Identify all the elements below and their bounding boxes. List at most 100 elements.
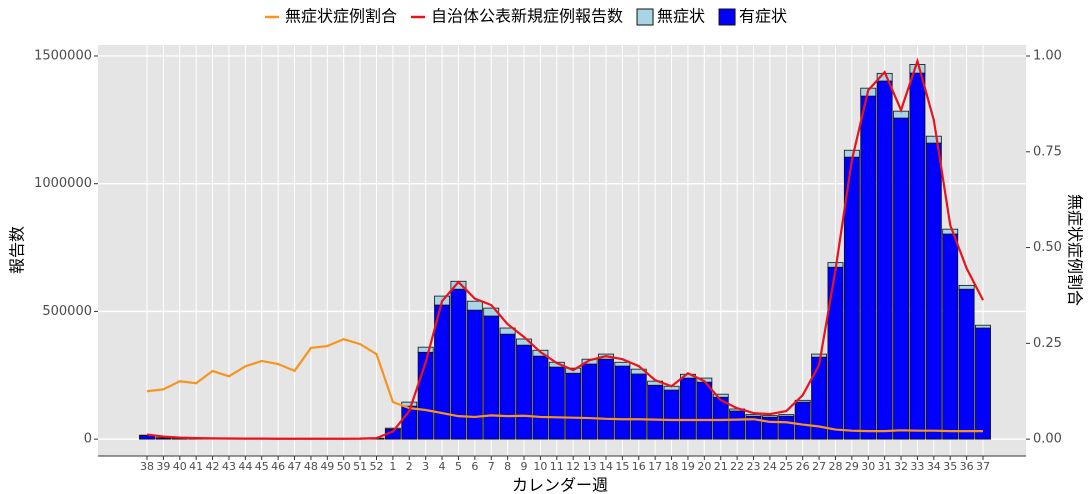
x-tick-label: 26 [796, 460, 810, 473]
y-tick-label: 1000000 [34, 176, 92, 191]
bar [975, 324, 991, 329]
x-tick-label: 29 [845, 460, 859, 473]
x-tick-label: 44 [238, 460, 252, 473]
x-tick-label: 38 [140, 460, 154, 473]
legend-label: 有症状 [739, 7, 787, 26]
x-tick-label: 34 [927, 460, 941, 473]
legend-label: 自治体公表新規症例報告数 [431, 7, 623, 26]
x-axis-title: カレンダー週 [512, 476, 608, 494]
x-tick-label: 6 [471, 460, 478, 473]
x-tick-label: 39 [156, 460, 170, 473]
x-tick-label: 1 [389, 460, 396, 473]
x-tick-label: 12 [566, 460, 580, 473]
x-tick-label: 32 [894, 460, 908, 473]
x-tick-label: 17 [648, 460, 662, 473]
x-tick-label: 14 [599, 460, 613, 473]
x-tick-label: 4 [439, 460, 446, 473]
x-tick-label: 21 [714, 460, 728, 473]
x-tick-label: 8 [504, 460, 511, 473]
bar [680, 377, 696, 440]
x-tick-label: 3 [422, 460, 429, 473]
x-tick-label: 52 [369, 460, 383, 473]
x-tick-label: 19 [681, 460, 695, 473]
y2-tick-label: 0.75 [1033, 144, 1062, 159]
x-tick-label: 18 [665, 460, 679, 473]
x-tick-label: 24 [763, 460, 777, 473]
bar [876, 80, 893, 440]
y-tick-label: 0 [84, 432, 92, 447]
bar [417, 346, 434, 353]
y2-tick-label: 0.50 [1033, 240, 1062, 255]
x-tick-label: 25 [779, 460, 793, 473]
x-tick-label: 45 [255, 460, 269, 473]
x-tick-label: 47 [288, 460, 302, 473]
x-tick-label: 35 [943, 460, 957, 473]
bar [630, 373, 647, 440]
bar [925, 135, 942, 144]
y-axis-title: 報告数 [8, 226, 27, 274]
bar [778, 414, 795, 417]
x-tick-label: 11 [550, 460, 564, 473]
legend-label: 無症状症例割合 [285, 7, 397, 26]
bar [925, 142, 942, 440]
bar [827, 266, 844, 440]
x-tick-label: 43 [222, 460, 236, 473]
bar [958, 288, 975, 440]
legend-label: 無症状 [657, 7, 705, 26]
bar [942, 228, 959, 235]
bar [499, 333, 516, 440]
x-tick-label: 23 [747, 460, 761, 473]
x-tick-label: 41 [189, 460, 203, 473]
bar [614, 361, 631, 367]
bar [942, 233, 959, 440]
bar [778, 415, 795, 440]
x-tick-label: 48 [304, 460, 318, 473]
bar [729, 410, 746, 440]
x-tick-label: 30 [861, 460, 875, 473]
x-tick-label: 36 [960, 460, 974, 473]
x-tick-label: 46 [271, 460, 285, 473]
line [146, 57, 984, 440]
x-tick-label: 33 [910, 460, 924, 473]
x-tick-label: 51 [353, 460, 367, 473]
x-tick-label: 7 [488, 460, 495, 473]
bar [745, 413, 762, 417]
y-tick-label: 500000 [42, 304, 92, 319]
bar [516, 338, 532, 346]
x-tick-label: 16 [632, 460, 646, 473]
bar [811, 353, 828, 358]
x-tick-label: 40 [173, 460, 187, 473]
bar [975, 327, 991, 440]
x-tick-label: 49 [320, 460, 334, 473]
x-tick-label: 20 [697, 460, 711, 473]
y2-axis-title: 無症状症例割合 [1066, 194, 1085, 306]
legend-swatch [718, 8, 736, 26]
bar [466, 309, 483, 440]
bar [663, 389, 680, 440]
x-tick-label: 31 [878, 460, 892, 473]
x-tick-label: 27 [812, 460, 826, 473]
bar [516, 344, 532, 440]
bar [909, 72, 926, 440]
bar [483, 307, 500, 317]
bar [466, 300, 483, 311]
bar [483, 315, 500, 440]
bar [548, 366, 565, 440]
x-tick-label: 2 [406, 460, 413, 473]
bar [532, 355, 549, 440]
bar [712, 393, 729, 398]
x-tick-label: 5 [455, 460, 462, 473]
bar [581, 363, 598, 440]
x-tick-label: 37 [976, 460, 990, 473]
bar [647, 384, 664, 440]
bar [958, 284, 975, 290]
x-tick-label: 10 [533, 460, 547, 473]
bar [598, 358, 614, 440]
bar [860, 95, 877, 440]
y-tick-label: 1500000 [34, 48, 92, 63]
x-tick-label: 13 [583, 460, 597, 473]
bar [614, 365, 631, 440]
bar [761, 415, 778, 418]
x-tick-label: 28 [828, 460, 842, 473]
